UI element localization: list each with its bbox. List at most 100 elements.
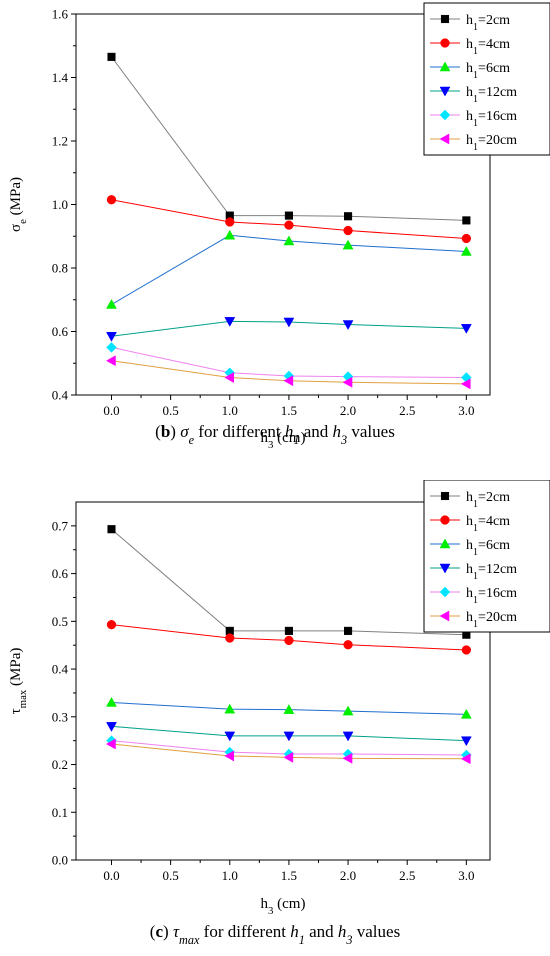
legend-marker	[439, 610, 450, 622]
legend-item: h1=12cm	[430, 85, 517, 105]
x-tick-label: 1.5	[281, 868, 297, 883]
y-tick-label: 0.3	[52, 709, 68, 724]
data-point	[283, 751, 294, 763]
legend-marker	[439, 538, 451, 549]
legend-item: h1=16cm	[430, 586, 517, 606]
data-point	[461, 645, 471, 655]
legend-label: h1=2cm	[466, 490, 510, 510]
y-tick-label: 1.6	[52, 7, 69, 22]
legend-marker	[440, 491, 450, 501]
x-tick-label: 3.0	[458, 868, 474, 883]
legend-marker	[439, 563, 451, 574]
data-point	[106, 298, 117, 309]
series-h1=2cm	[107, 525, 471, 639]
data-point	[460, 736, 472, 747]
legend-label: h1=2cm	[466, 13, 510, 33]
data-point	[343, 640, 353, 650]
data-point	[224, 229, 236, 240]
data-point	[344, 212, 353, 221]
legend-item: h1=2cm	[430, 490, 510, 510]
data-point	[106, 620, 117, 630]
legend-marker	[439, 61, 451, 72]
series-h1=16cm	[106, 342, 472, 383]
data-point	[106, 696, 117, 707]
data-point	[460, 708, 472, 719]
legend-label: h1=12cm	[466, 562, 517, 582]
data-point	[284, 635, 294, 646]
data-point	[284, 211, 293, 220]
legend-marker	[439, 133, 450, 145]
data-point	[460, 753, 471, 765]
legend-label: h1=6cm	[466, 538, 510, 558]
series-h1=4cm	[106, 620, 471, 655]
figure-caption: (c) τmax for different h1 and h3 values	[150, 922, 400, 947]
data-point	[105, 355, 116, 367]
legend-item: h1=6cm	[430, 538, 510, 558]
legend: h1=2cm h1=4cm h1=6cm h1=12cm h1=16cm h1=20cm	[423, 480, 550, 633]
data-point	[225, 217, 235, 227]
data-point	[106, 332, 117, 342]
legend-item: h1=2cm	[430, 13, 510, 33]
y-tick-label: 0.2	[52, 757, 68, 772]
chart-tau-max: 0.0 0.5 1.0 1.5 2.0 2.5 3.0 0.0 0.1 0.2 0.3 0.4 0.5 0…	[8, 480, 550, 947]
data-point	[283, 317, 295, 328]
y-tick-label: 0.6	[52, 324, 69, 339]
series-line	[111, 56, 467, 221]
legend-marker	[439, 586, 451, 598]
legend-item: h1=4cm	[430, 37, 510, 57]
series-h1=12cm	[106, 722, 472, 747]
x-tick-label: 0.0	[103, 868, 119, 883]
data-point	[224, 731, 236, 742]
legend-item: h1=16cm	[430, 109, 517, 129]
legend-marker	[439, 86, 451, 97]
legend-item: h1=4cm	[430, 514, 510, 534]
series-h1=20cm	[105, 738, 471, 765]
x-tick-label: 2.5	[399, 868, 415, 883]
data-point	[460, 245, 472, 256]
x-tick-label: 1.0	[222, 403, 238, 418]
x-tick-label: 1.5	[281, 403, 297, 418]
data-point	[106, 195, 117, 205]
data-point	[342, 239, 354, 250]
data-point	[283, 235, 295, 246]
data-point	[107, 52, 116, 61]
data-point	[225, 633, 235, 643]
x-tick-label: 0.5	[163, 403, 179, 418]
series-h1=4cm	[106, 195, 471, 244]
legend-marker	[440, 515, 450, 525]
data-point	[224, 372, 235, 383]
data-point	[107, 525, 116, 534]
data-point	[343, 225, 353, 236]
legend-box	[423, 480, 550, 633]
x-tick-label: 2.0	[340, 868, 356, 883]
data-point	[460, 378, 471, 390]
legend-marker	[440, 38, 450, 48]
data-point	[342, 376, 353, 388]
data-point	[462, 216, 471, 225]
legend-label: h1=4cm	[466, 37, 510, 57]
legend-label: h1=12cm	[466, 85, 517, 105]
x-axis-label: h3 (cm)	[261, 896, 306, 917]
data-point	[344, 626, 353, 635]
y-tick-label: 1.2	[52, 134, 68, 149]
x-tick-label: 2.5	[399, 403, 415, 418]
data-point	[283, 731, 295, 742]
legend-label: h1=6cm	[466, 61, 510, 81]
legend-item: h1=6cm	[430, 61, 510, 81]
y-tick-label: 0.4	[52, 388, 69, 403]
y-tick-label: 0.6	[52, 566, 69, 581]
plot-frame	[75, 501, 491, 861]
data-point	[342, 731, 354, 742]
legend-label: h1=20cm	[466, 610, 517, 630]
data-point	[224, 750, 235, 762]
y-tick-label: 0.7	[52, 518, 69, 533]
series-h1=20cm	[105, 355, 471, 390]
x-tick-label: 2.0	[340, 403, 356, 418]
series-h1=12cm	[106, 317, 472, 342]
data-point	[105, 738, 116, 750]
y-tick-label: 0.5	[52, 614, 68, 629]
data-point	[342, 705, 354, 716]
legend-marker	[439, 109, 451, 121]
chart-sigma-e: 0.0 0.5 1.0 1.5 2.0 2.5 3.0 0.4 0.6 0.8 1.0 1.2 1.4 1…	[8, 2, 550, 451]
x-axis-label: h3 (cm)	[261, 430, 306, 451]
